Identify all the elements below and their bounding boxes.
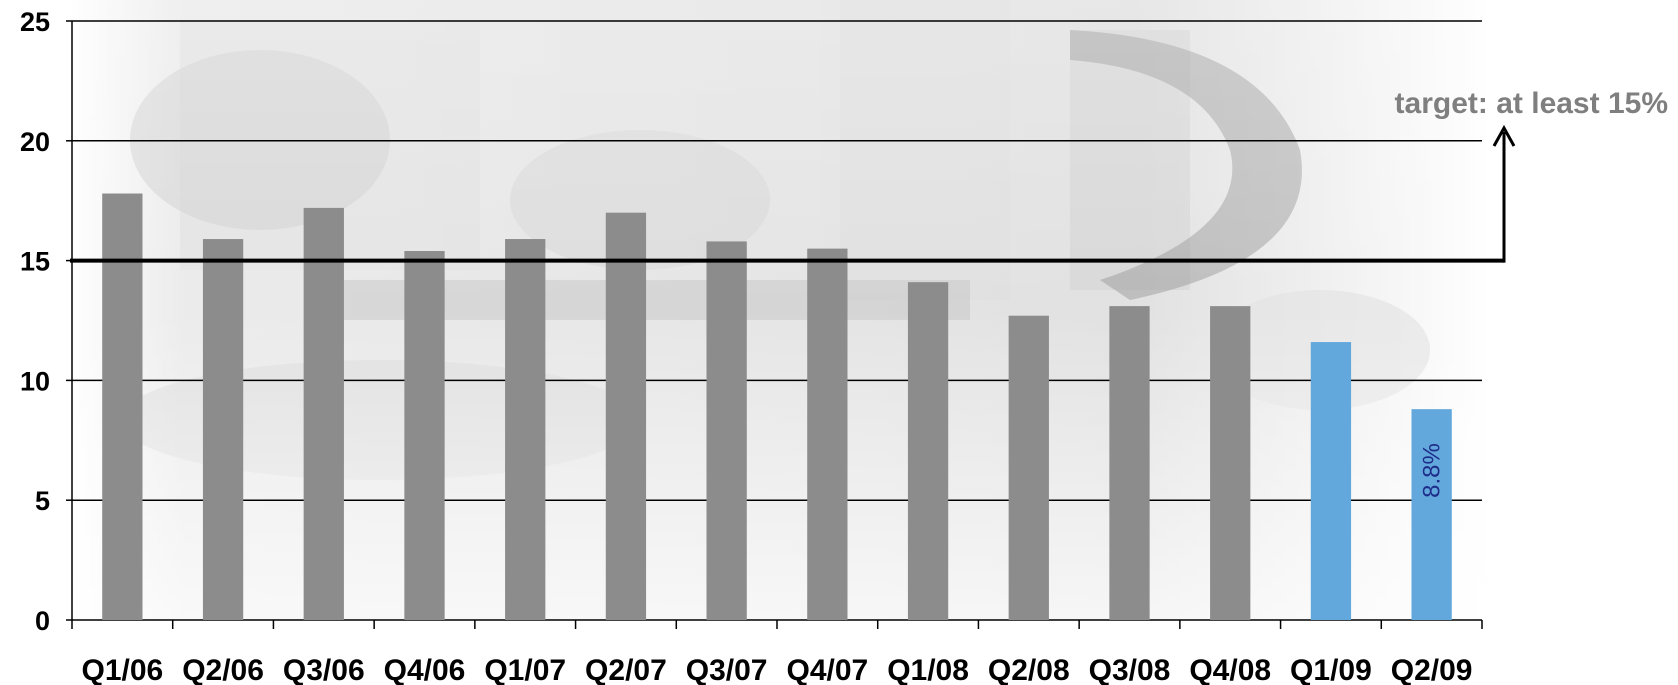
bar-Q4-07 (807, 248, 848, 620)
bar-Q1-07 (505, 239, 546, 620)
bar-Q2-07 (605, 212, 647, 620)
x-category-label: Q2/09 (1391, 654, 1473, 685)
bar-Q3-07 (706, 241, 747, 620)
x-category-label: Q3/07 (686, 654, 768, 685)
x-category-label: Q1/07 (484, 654, 566, 685)
y-tick-label: 15 (20, 247, 50, 277)
y-tick-label: 25 (20, 7, 50, 37)
x-category-label: Q2/08 (988, 654, 1070, 685)
x-category-label: Q1/08 (887, 654, 969, 685)
bar-Q1-09 (1310, 342, 1352, 620)
bar-Q2-06 (202, 239, 244, 620)
bar-Q3-06 (303, 207, 344, 620)
y-tick-label: 0 (35, 606, 50, 636)
x-category-label: Q4/07 (786, 654, 868, 685)
y-tick-label: 10 (20, 366, 50, 396)
x-category-label: Q1/09 (1290, 654, 1372, 685)
data-label-Q2-09: 8.8% (1419, 443, 1446, 498)
x-category-label: Q3/08 (1089, 654, 1171, 685)
x-category-label: Q1/06 (81, 654, 163, 685)
bar-Q2-08 (1008, 315, 1049, 620)
target-annotation: target: at least 15% (1395, 87, 1668, 120)
bar-Q2-09 (1411, 409, 1452, 620)
target-arrow-head (1492, 124, 1516, 147)
x-category-label: Q3/06 (283, 654, 365, 685)
bar-Q4-08 (1210, 306, 1251, 620)
y-tick-label: 5 (35, 486, 50, 516)
bar-Q3-08 (1109, 306, 1150, 620)
bar-Q1-06 (102, 193, 143, 620)
x-category-label: Q2/07 (585, 654, 667, 685)
y-tick-label: 20 (20, 127, 50, 157)
background-photo (70, 0, 1490, 620)
x-category-label: Q4/06 (384, 654, 466, 685)
bar-Q4-06 (404, 251, 445, 621)
bar-Q1-08 (907, 282, 949, 620)
x-category-label: Q2/06 (182, 654, 264, 685)
x-category-label: Q4/08 (1189, 654, 1271, 685)
